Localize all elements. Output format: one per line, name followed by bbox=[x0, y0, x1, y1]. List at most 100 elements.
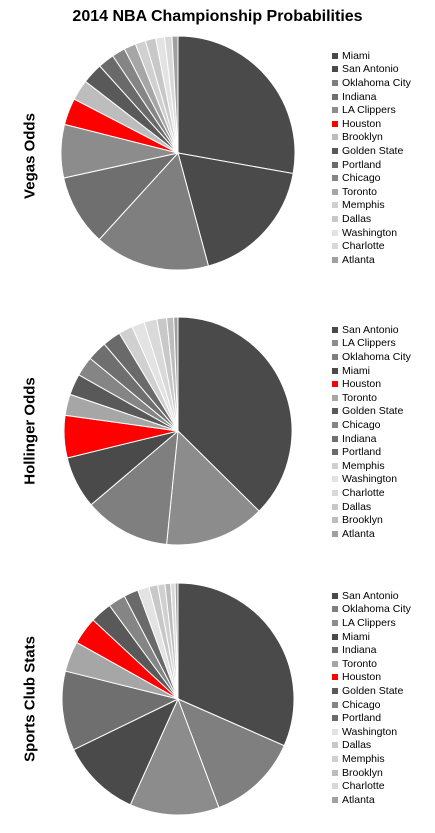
legend-item-indiana: Indiana bbox=[332, 90, 411, 104]
pie-hollinger-svg bbox=[63, 316, 293, 546]
legend-swatch bbox=[332, 243, 338, 250]
pie-vegas-svg bbox=[60, 35, 296, 271]
legend-label: Memphis bbox=[342, 199, 385, 212]
legend-swatch bbox=[332, 783, 338, 790]
legend-swatch bbox=[332, 796, 338, 803]
legend-label: Dallas bbox=[342, 212, 372, 225]
legend-item-miami: Miami bbox=[332, 630, 411, 644]
legend-item-washington: Washington bbox=[332, 226, 411, 240]
legend-label: Miami bbox=[342, 630, 370, 643]
pie-slice-oklahoma-city bbox=[90, 429, 179, 545]
chart-title: 2014 NBA Championship Probabilities bbox=[72, 8, 363, 25]
legend-label: Atlanta bbox=[342, 527, 375, 540]
legend-swatch bbox=[332, 660, 338, 667]
legend-swatch bbox=[332, 701, 338, 708]
legend-swatch bbox=[332, 715, 338, 722]
legend-swatch bbox=[332, 476, 338, 483]
legend-swatch bbox=[332, 619, 338, 626]
legend-swatch bbox=[332, 52, 338, 59]
legend-item-washington: Washington bbox=[332, 725, 411, 739]
legend-item-charlotte: Charlotte bbox=[332, 779, 411, 793]
legend-label: Oklahoma City bbox=[342, 350, 411, 363]
pie-chart-hollinger: Hollinger Odds San Antonio LA Clippers Okl… bbox=[0, 303, 435, 568]
legend-item-brooklyn: Brooklyn bbox=[332, 513, 411, 527]
legend-item-memphis: Memphis bbox=[332, 752, 411, 766]
legend-label: Washington bbox=[342, 473, 398, 486]
legend-item-houston: Houston bbox=[332, 117, 411, 131]
legend-item-portland: Portland bbox=[332, 711, 411, 725]
legend-swatch bbox=[332, 394, 338, 401]
legend-swatch bbox=[332, 633, 338, 640]
pie-slice-miami bbox=[177, 35, 296, 175]
legend-swatch bbox=[332, 769, 338, 776]
legend-item-oklahoma-city: Oklahoma City bbox=[332, 350, 411, 364]
legend-item-la-clippers: LA Clippers bbox=[332, 103, 411, 117]
legend-label: Charlotte bbox=[342, 780, 385, 793]
legend-label: LA Clippers bbox=[342, 104, 396, 117]
pie-chart-sports-club: Sports Club Stats San Antonio Oklahoma Ci… bbox=[0, 566, 435, 831]
legend-label: Charlotte bbox=[342, 240, 385, 253]
panel-label: Sports Club Stats bbox=[21, 636, 39, 762]
pie-sports-club-svg bbox=[61, 582, 295, 816]
legend-item-houston: Houston bbox=[332, 671, 411, 685]
legend-swatch bbox=[332, 517, 338, 524]
legend-label: Oklahoma City bbox=[342, 76, 411, 89]
legend-item-san-antonio: San Antonio bbox=[332, 323, 411, 337]
legend-swatch bbox=[332, 687, 338, 694]
pie-slice-oklahoma-city bbox=[177, 698, 285, 809]
legend-label: Miami bbox=[342, 49, 370, 62]
legend-label: Toronto bbox=[342, 391, 378, 404]
legend-item-toronto: Toronto bbox=[332, 657, 411, 671]
legend-item-golden-state: Golden State bbox=[332, 144, 411, 158]
legend-label: Toronto bbox=[342, 185, 378, 198]
legend-swatch bbox=[332, 755, 338, 762]
legend-label: Chicago bbox=[342, 418, 381, 431]
legend-swatch bbox=[332, 462, 338, 469]
legend-label: Golden State bbox=[342, 405, 404, 418]
legend-swatch bbox=[332, 202, 338, 209]
panel-label: Vegas Odds bbox=[21, 113, 39, 199]
legend-label: Houston bbox=[342, 671, 382, 684]
legend-swatch bbox=[332, 175, 338, 182]
legend-swatch bbox=[332, 592, 338, 599]
pie-slice-san-antonio bbox=[177, 582, 295, 747]
pie-slice-atlanta bbox=[171, 35, 179, 154]
legend-swatch bbox=[332, 120, 338, 127]
legend-item-chicago: Chicago bbox=[332, 171, 411, 185]
legend-swatch bbox=[332, 647, 338, 654]
legend-swatch bbox=[332, 215, 338, 222]
legend-item-portland: Portland bbox=[332, 158, 411, 172]
legend-label: Portland bbox=[342, 712, 382, 725]
legend-item-atlanta: Atlanta bbox=[332, 793, 411, 807]
pie-slice-indiana bbox=[61, 670, 180, 751]
legend-item-houston: Houston bbox=[332, 377, 411, 391]
legend-item-chicago: Chicago bbox=[332, 698, 411, 712]
pie-slice-la-clippers bbox=[166, 429, 260, 546]
pie-slice-la-clippers bbox=[129, 697, 220, 816]
legend-label: Portland bbox=[342, 158, 382, 171]
legend-label: LA Clippers bbox=[342, 616, 396, 629]
legend-item-chicago: Chicago bbox=[332, 418, 411, 432]
legend-swatch bbox=[332, 367, 338, 374]
legend-item-oklahoma-city: Oklahoma City bbox=[332, 603, 411, 617]
legend-swatch bbox=[332, 421, 338, 428]
pie-slice-san-antonio bbox=[177, 152, 294, 267]
legend-item-san-antonio: San Antonio bbox=[332, 589, 411, 603]
legend-item-toronto: Toronto bbox=[332, 185, 411, 199]
legend-swatch bbox=[332, 449, 338, 456]
legend-swatch bbox=[332, 728, 338, 735]
legend-item-miami: Miami bbox=[332, 364, 411, 378]
legend-label: San Antonio bbox=[342, 63, 399, 76]
legend-vegas: Miami San Antonio Oklahoma City Indiana LA C… bbox=[332, 49, 411, 267]
legend-label: San Antonio bbox=[342, 323, 399, 336]
legend-label: Miami bbox=[342, 364, 370, 377]
legend-label: Indiana bbox=[342, 90, 377, 103]
pie-slice-atlanta bbox=[173, 316, 179, 432]
pie-slice-oklahoma-city bbox=[98, 151, 210, 271]
legend-swatch bbox=[332, 353, 338, 360]
legend-item-memphis: Memphis bbox=[332, 459, 411, 473]
legend-swatch bbox=[332, 489, 338, 496]
legend-swatch bbox=[332, 188, 338, 195]
panel-label: Hollinger Odds bbox=[21, 377, 39, 485]
legend-swatch bbox=[332, 66, 338, 73]
